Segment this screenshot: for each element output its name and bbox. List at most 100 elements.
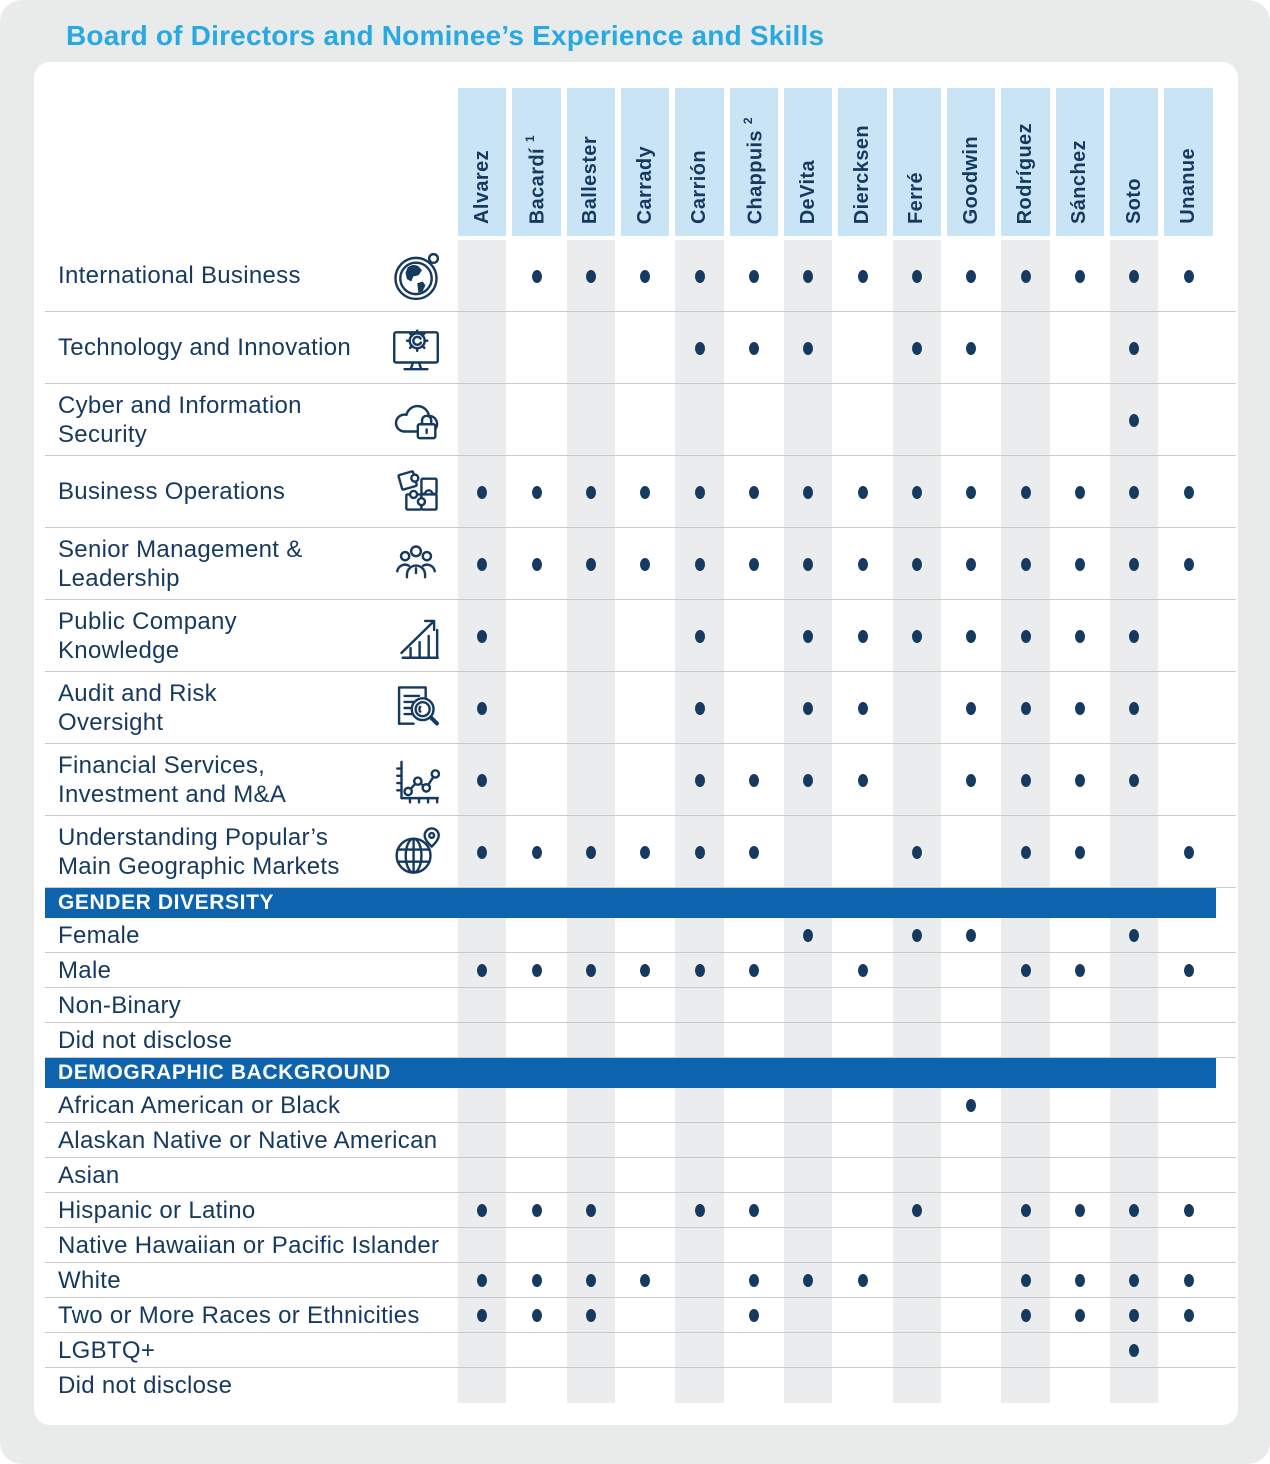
matrix-cell-chappuis (730, 953, 778, 988)
matrix-cell-rodriguez (1001, 1123, 1050, 1158)
dot-marker (1020, 485, 1031, 499)
matrix-cell-goodwin (947, 1333, 995, 1368)
matrix-cell-carrady (621, 1193, 669, 1228)
matrix-cell-bacardi (512, 600, 560, 672)
matrix-cell-bacardi (512, 816, 560, 888)
matrix-cell-bacardi (512, 672, 560, 744)
dot-marker (477, 1309, 488, 1322)
matrix-cell-bacardi (512, 1263, 560, 1298)
matrix-cell-bacardi (512, 1333, 560, 1368)
matrix-cell-alvarez (458, 528, 507, 600)
matrix-cell-bacardi (512, 312, 560, 384)
dot-marker (531, 1204, 542, 1217)
director-name: Rodríguez (1014, 123, 1037, 224)
dot-marker (966, 701, 977, 715)
matrix-cell-bacardi (512, 456, 560, 528)
matrix-cell-goodwin (947, 918, 995, 953)
dot-marker (966, 629, 977, 643)
matrix-cell-diercksen (838, 953, 886, 988)
dot-marker (477, 701, 488, 715)
matrix-cell-soto (1110, 240, 1159, 312)
matrix-cell-alvarez (458, 1123, 507, 1158)
matrix-cell-rodriguez (1001, 456, 1050, 528)
matrix-cell-carrady (621, 1298, 669, 1333)
director-name-text: Sánchez (1068, 140, 1091, 224)
dot-marker (585, 845, 596, 859)
matrix-cell-alvarez (458, 953, 507, 988)
matrix-cell-carrion (675, 1298, 724, 1333)
matrix-cell-devita (784, 1298, 833, 1333)
matrix-cell-diercksen (838, 600, 886, 672)
dot-marker (1183, 269, 1194, 283)
row-label-cell: African American or Black (34, 1088, 455, 1123)
cloud-lock-icon (385, 389, 447, 451)
dot-marker (1129, 1309, 1140, 1322)
matrix-cell-ferre (892, 988, 942, 1023)
matrix-cell-bacardi (512, 988, 560, 1023)
matrix-cell-unanue (1164, 953, 1212, 988)
dot-marker (585, 964, 596, 977)
dot-marker (531, 1309, 542, 1322)
matrix-cell-ballester (566, 600, 616, 672)
matrix-cell-rodriguez (1001, 953, 1050, 988)
dot-marker (1183, 1274, 1194, 1287)
table-row-audit-and-risk: Audit and Risk Oversight (34, 672, 1238, 744)
matrix-cell-unanue (1164, 1333, 1212, 1368)
matrix-cell-diercksen (838, 528, 886, 600)
matrix-cell-carrion (675, 1023, 724, 1058)
matrix-cell-soto (1110, 672, 1159, 744)
row-label: Did not disclose (58, 1026, 233, 1054)
director-name: Carrady (634, 146, 657, 224)
dot-marker (966, 773, 977, 787)
matrix-cell-alvarez (458, 1193, 507, 1228)
dot-marker (694, 1204, 705, 1217)
matrix-cell-soto (1110, 456, 1159, 528)
matrix-cell-chappuis (730, 1023, 778, 1058)
row-label-cell: Non-Binary (34, 988, 455, 1023)
matrix-cell-goodwin (947, 1123, 995, 1158)
matrix-cell-ferre (892, 1023, 942, 1058)
matrix-cell-bacardi (512, 1123, 560, 1158)
dot-marker (477, 773, 488, 787)
matrix-cell-alvarez (458, 1368, 507, 1403)
matrix-cell-carrady (621, 918, 669, 953)
dot-marker (1129, 341, 1140, 355)
column-header-bacardi: Bacardí 1 (512, 88, 561, 236)
row-label-cell: Public Company Knowledge (34, 600, 455, 672)
dot-marker (748, 845, 759, 859)
matrix-cell-unanue (1164, 240, 1212, 312)
matrix-cell-carrady (621, 456, 669, 528)
matrix-cell-goodwin (947, 1088, 995, 1123)
matrix-cell-sanchez (1056, 384, 1104, 456)
matrix-cell-alvarez (458, 672, 507, 744)
matrix-cell-carrady (621, 384, 669, 456)
matrix-cell-sanchez (1056, 1228, 1104, 1263)
matrix-cell-chappuis (730, 1333, 778, 1368)
row-label: Cyber and Information Security (58, 391, 302, 448)
matrix-cell-alvarez (458, 1333, 507, 1368)
matrix-cell-sanchez (1056, 672, 1104, 744)
dot-marker (857, 557, 868, 571)
matrix-cell-chappuis (730, 816, 778, 888)
dot-marker (1020, 701, 1031, 715)
matrix-cell-carrady (621, 528, 669, 600)
table-row-lgbtq: LGBTQ+ (34, 1333, 1238, 1368)
dot-marker (1074, 773, 1085, 787)
dot-marker (857, 964, 868, 977)
matrix-cell-carrady (621, 1368, 669, 1403)
matrix-cell-ballester (566, 1193, 616, 1228)
table-row-did-not-disclose: Did not disclose (34, 1368, 1238, 1403)
matrix-cell-devita (784, 528, 833, 600)
dot-marker (803, 929, 814, 942)
dot-marker (477, 1274, 488, 1287)
matrix-cell-carrion (675, 528, 724, 600)
matrix-cell-sanchez (1056, 918, 1104, 953)
section-header-label: GENDER DIVERSITY (58, 891, 275, 914)
dot-marker (1020, 773, 1031, 787)
matrix-cell-ballester (566, 312, 616, 384)
matrix-cell-ferre (892, 456, 942, 528)
matrix-cell-alvarez (458, 600, 507, 672)
matrix-cell-unanue (1164, 528, 1212, 600)
matrix-cell-bacardi (512, 1298, 560, 1333)
matrix-cell-goodwin (947, 988, 995, 1023)
